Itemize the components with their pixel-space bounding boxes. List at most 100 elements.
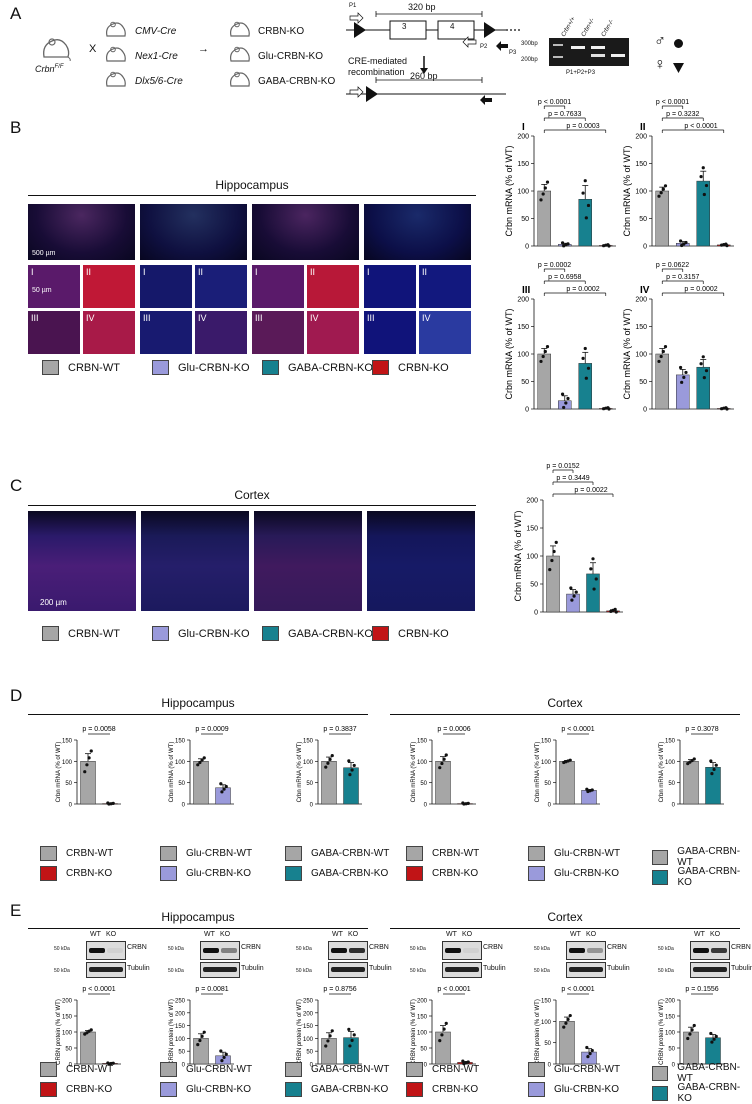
exon-4: 4 <box>450 22 455 31</box>
y-tick-label: 200 <box>175 1011 186 1017</box>
legend-swatch <box>528 1082 545 1097</box>
data-point <box>586 366 591 370</box>
data-point <box>541 354 545 359</box>
roi-label: II <box>310 267 316 277</box>
y-tick-label: 50 <box>178 1050 185 1056</box>
data-point <box>440 1033 444 1037</box>
kda-label: 50 kDa <box>296 968 312 974</box>
data-point <box>584 376 588 380</box>
legend-label: Glu-CRBN-WT <box>554 848 621 859</box>
data-point <box>219 1049 223 1053</box>
data-point <box>659 354 663 359</box>
y-tick-label: 200 <box>526 498 538 505</box>
chart-title: I <box>522 122 525 133</box>
legend-item-gaba-crbn-ko: GABA-CRBN-KO <box>285 866 388 881</box>
y-tick-label: 100 <box>417 1031 428 1037</box>
data-point <box>568 1013 572 1018</box>
panel-label-c: C <box>10 476 23 495</box>
legend-item-glu: Glu-CRBN-KO <box>152 360 250 375</box>
kda-label: 50 kDa <box>168 968 184 974</box>
tile-glu-IV <box>195 311 247 354</box>
data-point <box>564 1021 568 1025</box>
driver-dlx: Dlx5/6-Cre <box>135 76 183 87</box>
legend-label: GABA-CRBN-WT <box>311 848 390 859</box>
cortex-title-line <box>28 505 476 506</box>
data-point <box>347 759 351 763</box>
legend-label: CRBN-WT <box>66 1064 114 1075</box>
y-axis-label: Crbn mRNA (% of WT) <box>169 742 175 803</box>
y-tick-label: 0 <box>424 1063 428 1069</box>
cortex-image-glu <box>141 511 249 611</box>
legend-item-glu-crbn-ko: Glu-CRBN-KO <box>160 866 251 881</box>
data-point <box>326 761 330 765</box>
data-point <box>196 763 200 767</box>
cortex-title-d: Cortex <box>547 696 583 710</box>
data-point <box>704 369 709 373</box>
hippo-overview-ko <box>364 204 471 260</box>
data-point <box>111 1061 115 1065</box>
data-point <box>442 757 446 761</box>
data-point <box>326 1039 330 1043</box>
roi-label: IV <box>310 313 319 323</box>
y-tick-label: 0 <box>69 1063 73 1069</box>
data-point <box>198 1038 202 1043</box>
data-point <box>224 784 228 789</box>
data-point <box>659 191 663 195</box>
legend-swatch <box>652 849 669 865</box>
data-point <box>438 766 442 770</box>
data-point <box>548 568 552 572</box>
hippo-overview-wt <box>28 204 135 260</box>
tubulin-blot <box>690 962 730 978</box>
legend-swatch <box>285 846 302 861</box>
lane-label-ko: KO <box>220 931 231 938</box>
data-point <box>350 1038 354 1042</box>
crbn-label: CRBN <box>607 944 627 951</box>
panel-label-b: B <box>10 118 22 137</box>
data-point <box>222 1055 226 1060</box>
data-point <box>586 203 591 208</box>
data-point <box>657 359 661 364</box>
data-point <box>200 1034 204 1038</box>
data-point <box>348 773 352 777</box>
data-point <box>324 1044 328 1048</box>
data-point <box>440 761 444 766</box>
y-tick-label: 150 <box>665 1015 676 1021</box>
p-value-label: p = 0.0002 <box>566 286 599 293</box>
roi-label: II <box>198 267 204 277</box>
kda-label: 50 kDa <box>658 968 674 974</box>
data-point <box>701 355 705 359</box>
y-tick-label: 50 <box>668 1047 675 1053</box>
crbn-band-ko <box>349 948 365 953</box>
y-tick-label: 50 <box>521 379 529 386</box>
data-point <box>352 763 356 768</box>
tile-ko-III <box>364 311 416 354</box>
legend-item-ko: CRBN-KO <box>372 626 449 641</box>
data-point <box>704 183 709 188</box>
data-point <box>661 349 665 354</box>
data-point <box>566 242 570 246</box>
tile-glu-III <box>140 311 192 354</box>
y-tick-label: 200 <box>303 1011 314 1017</box>
legend-swatch <box>40 1062 57 1077</box>
legend-label: CRBN-KO <box>432 868 479 879</box>
mouse-icon <box>230 21 250 37</box>
y-axis-label: Crbn mRNA (% of WT) <box>622 145 632 236</box>
bar-crbn-wt <box>80 761 96 805</box>
data-point <box>572 594 576 598</box>
p-value-label: p < 0.0001 <box>684 123 717 130</box>
data-point <box>585 1045 589 1050</box>
y-tick-label: 150 <box>635 161 647 168</box>
kda-label: 50 kDa <box>296 946 312 952</box>
p-value-label: p < 0.0001 <box>561 986 594 993</box>
y-axis-label: CRBN protein (% of WT) <box>56 999 62 1065</box>
lane-label-wt: WT <box>694 931 705 938</box>
cortex-line-e <box>390 928 740 929</box>
data-point <box>699 362 703 366</box>
y-tick-label: 50 <box>306 1050 313 1056</box>
y-tick-label: 150 <box>635 324 647 331</box>
y-axis-label: CRBN protein (% of WT) <box>411 999 417 1065</box>
cross-symbol: X <box>89 43 97 55</box>
data-point <box>692 757 696 761</box>
